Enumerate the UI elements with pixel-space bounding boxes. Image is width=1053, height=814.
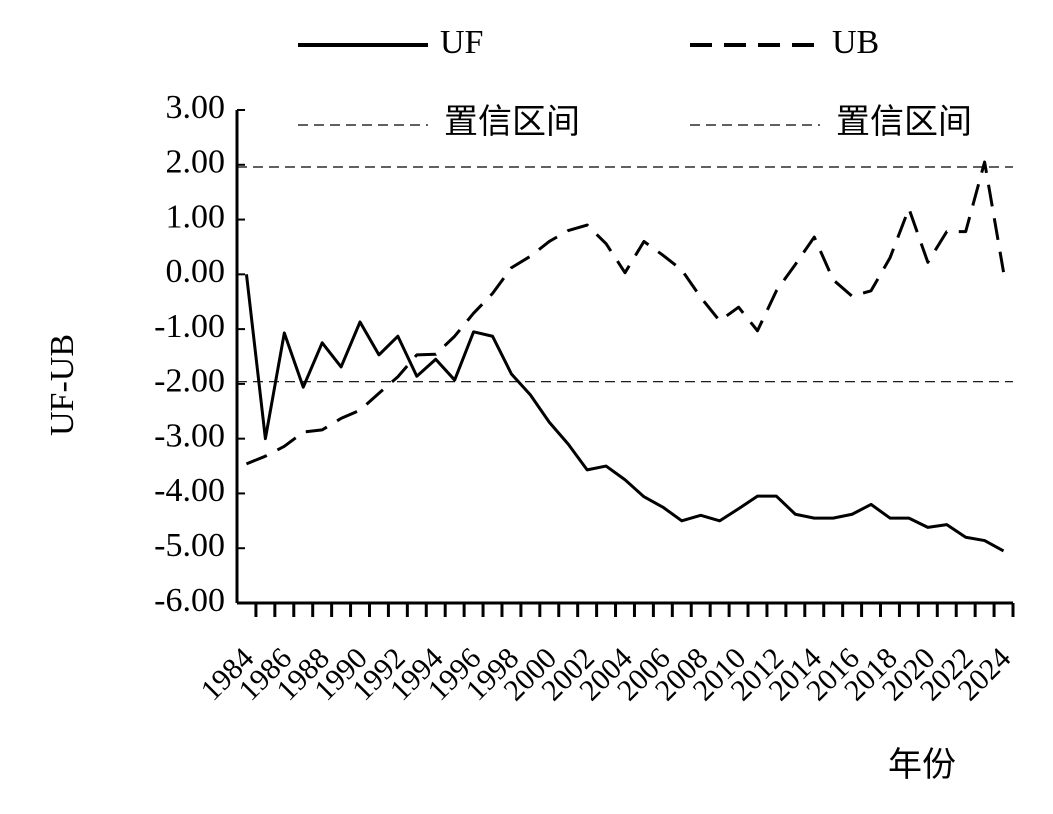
- y-tick-label: -6.00: [154, 582, 225, 619]
- legend-label: UB: [832, 24, 879, 61]
- y-tick-label: -3.00: [154, 417, 225, 454]
- series-line: [245, 160, 1006, 466]
- legend-label: 置信区间: [836, 103, 972, 141]
- y-axis-label: UF-UB: [44, 334, 81, 436]
- y-tick-label: -1.00: [154, 308, 225, 345]
- legend-label: 置信区间: [444, 103, 580, 141]
- legend-label: UF: [440, 24, 483, 61]
- y-tick-label: -2.00: [154, 363, 225, 400]
- y-tick-label: 1.00: [166, 198, 226, 235]
- y-tick-label: -4.00: [154, 472, 225, 509]
- x-axis-label: 年份: [888, 746, 956, 784]
- series-line: [244, 274, 1005, 553]
- y-tick-label: 2.00: [166, 144, 226, 181]
- y-tick-label: -5.00: [154, 527, 225, 564]
- y-tick-label: 3.00: [166, 89, 226, 126]
- y-tick-label: 0.00: [166, 253, 226, 290]
